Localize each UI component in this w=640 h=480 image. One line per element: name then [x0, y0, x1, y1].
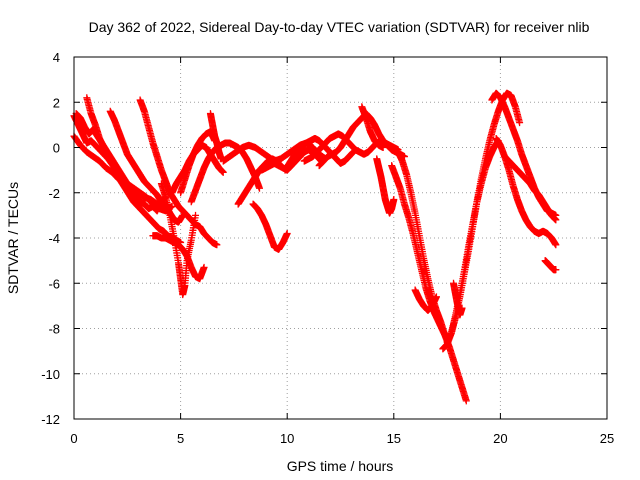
y-tick-label: -6	[48, 276, 60, 291]
y-tick-label: 2	[53, 95, 60, 110]
y-tick-label: -2	[48, 186, 60, 201]
series-arc-21	[373, 155, 398, 217]
data-points	[70, 89, 560, 405]
y-tick-label: -12	[41, 412, 60, 427]
x-tick-label: 10	[280, 431, 294, 446]
data-point	[213, 241, 221, 249]
y-tick-label: 0	[53, 141, 60, 156]
x-tick-label: 25	[600, 431, 614, 446]
data-point	[552, 241, 560, 249]
data-point	[462, 397, 470, 405]
series-arc-20	[358, 103, 387, 151]
series-arc-24	[411, 286, 440, 314]
series-arc-30	[501, 153, 560, 224]
y-axis-label: SDTVAR / TECUs	[5, 182, 21, 294]
data-point	[200, 263, 208, 271]
data-point	[552, 266, 560, 274]
series-arc-8	[157, 180, 200, 299]
chart-title: Day 362 of 2022, Sidereal Day-to-day VTE…	[89, 19, 590, 35]
data-point	[432, 293, 440, 301]
data-point	[283, 229, 291, 237]
y-tick-label: -10	[41, 367, 60, 382]
data-point	[390, 196, 398, 204]
x-axis-ticks: 0 5 10 15 20 25	[70, 57, 614, 446]
y-tick-label: -8	[48, 322, 60, 337]
data-point	[192, 211, 200, 219]
x-tick-label: 0	[70, 431, 77, 446]
x-tick-label: 5	[177, 431, 184, 446]
data-point	[379, 144, 387, 151]
series-arc-29	[492, 134, 560, 249]
data-point	[458, 304, 466, 312]
data-point	[552, 216, 560, 224]
x-tick-label: 20	[493, 431, 507, 446]
x-tick-label: 15	[387, 431, 401, 446]
data-point	[255, 184, 263, 192]
y-axis-ticks: 4 2 0 -2 -4 -6 -8 -10 -12	[41, 50, 607, 427]
series-arc-27	[449, 279, 466, 319]
x-axis-label: GPS time / hours	[287, 458, 394, 474]
data-point	[219, 168, 227, 176]
y-tick-label: -4	[48, 231, 60, 246]
series-arc-23	[394, 148, 470, 405]
data-point	[516, 119, 524, 127]
series-arc-26	[443, 89, 524, 346]
series-arc-31	[541, 257, 560, 274]
y-tick-label: 4	[53, 50, 60, 65]
series-arc-15	[249, 200, 291, 253]
series-arc-12	[206, 110, 225, 163]
